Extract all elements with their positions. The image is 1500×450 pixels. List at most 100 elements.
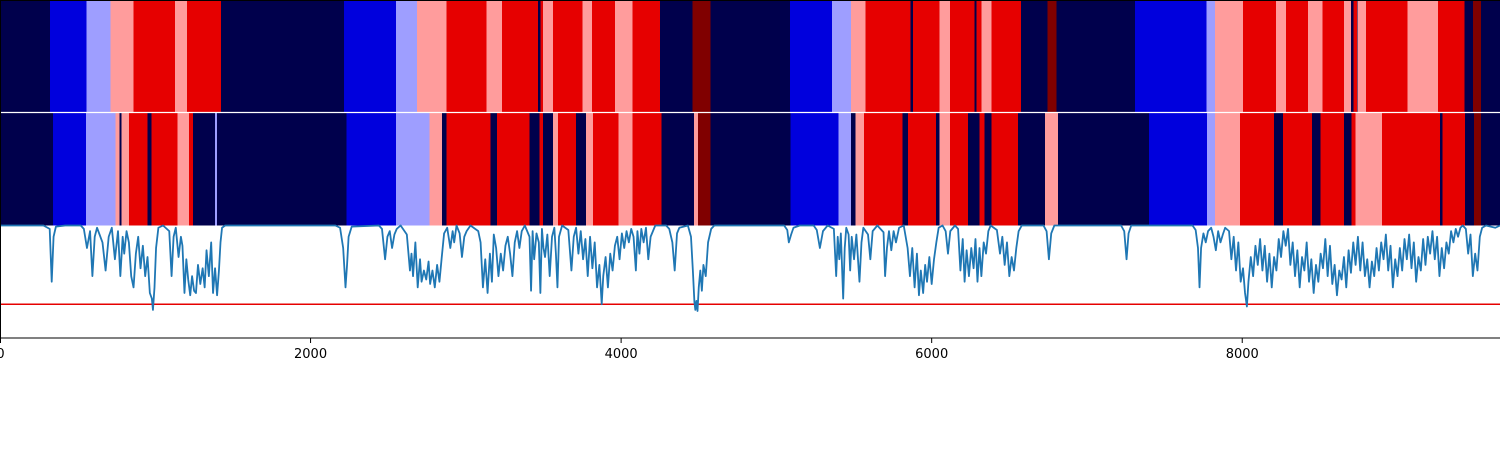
track-1-segment-red [1442, 112, 1465, 226]
x-tick-label: 4000 [605, 347, 638, 362]
track-1-segment-red [189, 112, 194, 226]
track-0-segment-red [865, 0, 911, 113]
track-1-segment-navy [119, 112, 122, 226]
track-1-segment-navy [1343, 112, 1352, 226]
track-0-segment-pink [1308, 0, 1323, 113]
track-0-segment-red [1285, 0, 1309, 113]
track-0-segment-lightblue [395, 0, 417, 113]
track-1-segment-navy [984, 112, 992, 226]
track-0-segment-pink [850, 0, 866, 113]
x-tick-label: 0 [0, 347, 5, 362]
track-1-segment-red [446, 112, 491, 226]
track-1-segment-lightblue [86, 112, 116, 226]
track-0-segment-red [1322, 0, 1344, 113]
track-0-segment-navy [538, 0, 541, 113]
track-0-segment-pink [981, 0, 992, 113]
track-1-segment-navy [490, 112, 497, 226]
track-0-segment-darkred [1047, 0, 1057, 113]
track-1-segment-red [979, 112, 985, 226]
track-0-segment-pink [543, 0, 553, 113]
track-1-segment-pink [694, 112, 698, 226]
track-1-segment-navy [576, 112, 587, 226]
track-0-segment-red [446, 0, 487, 113]
track-0-segment-navy [1056, 0, 1136, 113]
track-0-segment-pink [110, 0, 134, 113]
track-0-segment-red [991, 0, 1022, 113]
track-1-segment-red [151, 112, 178, 226]
track-1-segment-pink [586, 112, 594, 226]
track-1-segment-navy [850, 112, 856, 226]
track-0-segment-navy [910, 0, 914, 113]
track-1-segment-red [1282, 112, 1312, 226]
track-1-segment-navy [1311, 112, 1321, 226]
track-1-segment-red [632, 112, 662, 226]
track-0-segment-pink [1407, 0, 1438, 113]
track-1-segment-navy [936, 112, 940, 226]
track-1-segment-pink [855, 112, 865, 226]
x-axis-ticks: 0 2000 4000 6000 8000 [0, 338, 1259, 362]
track-0-segment-navy [660, 0, 693, 113]
track-1-segment-navy [661, 112, 695, 226]
track-0-segment-red [552, 0, 583, 113]
track-0-segment-blue [790, 0, 832, 113]
track-1-segment-navy [147, 112, 152, 226]
track-0-segment-red [913, 0, 940, 113]
track-1-segment-blue [52, 112, 87, 226]
track-0-segment-pink [175, 0, 187, 113]
track-1-segment-blue [790, 112, 839, 226]
x-tick-label: 6000 [915, 347, 948, 362]
track-1-segment-navy [1481, 112, 1500, 226]
track-1-segment-navy [441, 112, 447, 226]
track-0-segment-navy [1350, 0, 1354, 113]
track-1-segment-pink [121, 112, 129, 226]
track-1-segment-navy [1439, 112, 1443, 226]
track-0-segment-navy [221, 0, 345, 113]
track-0-segment-navy [1356, 0, 1358, 113]
line-panel [0, 224, 1500, 312]
track-1-segment-red [991, 112, 1018, 226]
track-0-segment-red [502, 0, 539, 113]
track-0-segment-red [592, 0, 615, 113]
track-0-segment-navy [710, 0, 791, 113]
track-0-segment-red [632, 0, 661, 113]
track-1-segment-navy [1464, 112, 1475, 226]
track-1-segment-red [1351, 112, 1356, 226]
signal-line [0, 224, 1500, 312]
track-1-segment-red [864, 112, 903, 226]
track-1-segment-pink [939, 112, 950, 226]
track-0-segment-pink [1357, 0, 1366, 113]
track-0-segment-pink [416, 0, 447, 113]
track-0-segment-navy [1481, 0, 1500, 113]
track-0-segment-red [540, 0, 544, 113]
track-1-segment-pink [177, 112, 190, 226]
track-0-segment-pink [582, 0, 593, 113]
track-1-segment-lightblue [215, 112, 218, 226]
track-1-segment-navy [543, 112, 553, 226]
track-0-segment-navy [974, 0, 977, 113]
track-1-segment-navy [1273, 112, 1283, 226]
track-1-segment-pink [1045, 112, 1058, 226]
track-1-segment-navy [193, 112, 216, 226]
track-1-segment-navy [217, 112, 347, 226]
track-0-segment-darkred [692, 0, 711, 113]
track-0-segment-blue [50, 0, 87, 113]
track-1-segment-lightblue [395, 112, 430, 226]
track-1-segment-navy [1017, 112, 1046, 226]
track-1-segment-lightblue [838, 112, 851, 226]
track-0-segment-pink [1276, 0, 1286, 113]
track-1-segment-pink [618, 112, 633, 226]
track-1-segment-darkred [1474, 112, 1482, 226]
track-1-segment-red [907, 112, 937, 226]
track-1-segment-red [593, 112, 619, 226]
track-0-segment-darkred [1472, 0, 1482, 113]
track-1-segment-blue [1149, 112, 1207, 226]
track-0-segment-lightblue [86, 0, 111, 113]
track-1-segment-darkred [697, 112, 711, 226]
track-1-segment-red [950, 112, 969, 226]
track-1-segment-red [1239, 112, 1274, 226]
track-0-segment-red [1437, 0, 1465, 113]
track-1-segment-navy [0, 112, 53, 226]
track-0-segment-pink [939, 0, 950, 113]
track-0-segment-pink [1343, 0, 1351, 113]
